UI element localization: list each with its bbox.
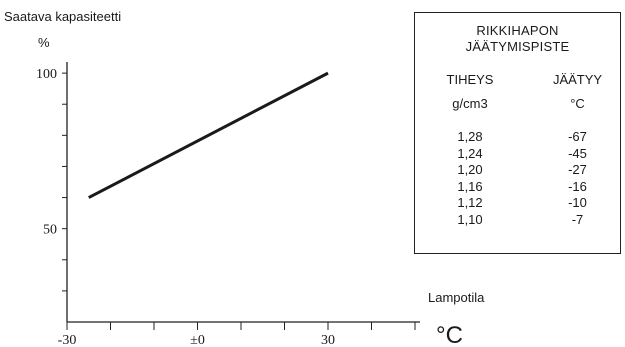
x-ticks: -30 ±0 30	[58, 322, 416, 347]
density-header: TIHEYS	[446, 72, 494, 87]
density-value: 1,24	[457, 145, 483, 161]
y-tick-label: 50	[43, 223, 57, 238]
density-values: 1,28 1,24 1,20 1,16 1,12 1,10	[435, 129, 505, 228]
freeze-column: JÄÄTYY °C -67 -45 -27 -16 -10 -7	[540, 72, 615, 228]
y-axis-unit: %	[38, 35, 50, 50]
density-value: 1,20	[457, 162, 483, 177]
density-unit: g/cm3	[452, 96, 488, 111]
density-value: 1,10	[457, 211, 483, 227]
freeze-values: -67 -45 -27 -16 -10 -7	[540, 129, 615, 228]
capacity-line	[88, 71, 329, 199]
x-tick-label: 30	[321, 333, 335, 347]
freezing-point-table: RIKKIHAPON JÄÄTYMISPISTE TIHEYS g/cm3 1,…	[414, 12, 621, 254]
density-column: TIHEYS g/cm3 1,28 1,24 1,20 1,16 1,12 1,10	[435, 72, 505, 228]
y-tick-label: 100	[36, 67, 57, 82]
freeze-value: -16	[568, 178, 587, 194]
freeze-value: -7	[571, 211, 584, 227]
x-axis-unit: °C	[436, 322, 463, 347]
x-tick-label: -30	[58, 333, 77, 347]
freeze-unit: °C	[570, 96, 585, 111]
table-title-line1: RIKKIHAPON	[476, 23, 559, 38]
x-axis-title: Lampotila	[428, 290, 485, 305]
y-ticks: 100 50	[36, 67, 67, 292]
table-title: RIKKIHAPON JÄÄTYMISPISTE	[415, 23, 620, 55]
table-title-line2: JÄÄTYMISPISTE	[465, 39, 570, 54]
freeze-value: -45	[568, 145, 587, 161]
freeze-header: JÄÄTYY	[552, 72, 603, 87]
density-value: 1,16	[457, 178, 483, 194]
freeze-value: -10	[568, 195, 587, 210]
density-value: 1,12	[457, 195, 483, 210]
y-axis-title: Saatava kapasiteetti	[4, 9, 121, 24]
freeze-value: -27	[568, 162, 587, 177]
series-group	[88, 71, 329, 199]
x-tick-label: ±0	[190, 333, 205, 347]
freeze-value: -67	[568, 129, 587, 144]
density-value: 1,28	[457, 129, 483, 144]
